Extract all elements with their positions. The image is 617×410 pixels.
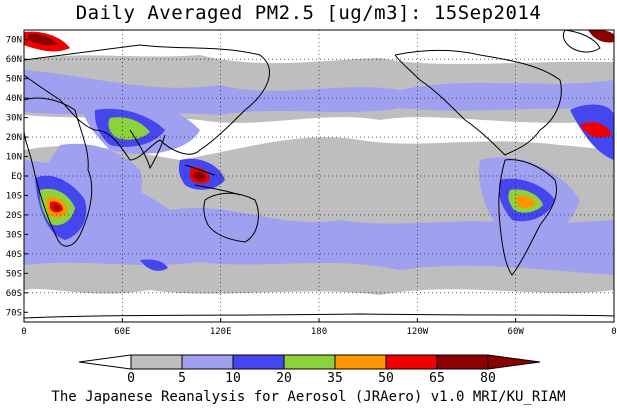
latitude-label: 70N <box>6 36 22 46</box>
latitude-labels: 70N 60N 50N 40N 30N 20N 10N EQ 10S 20S 30S 40S 50S 60… <box>6 36 28 318</box>
colorbar-swatch <box>232 354 285 370</box>
longitude-label: 60W <box>508 327 525 337</box>
longitude-label: 120E <box>210 327 232 337</box>
colorbar-swatch <box>181 354 234 370</box>
latitude-label: 60N <box>6 55 22 65</box>
colorbar-swatch <box>334 354 387 370</box>
colorbar-tick-label: 80 <box>480 371 496 386</box>
longitude-label: 60E <box>114 327 130 337</box>
pm25-field <box>24 30 614 319</box>
colorbar-over-triangle <box>487 354 541 370</box>
latitude-label: 40N <box>6 94 22 104</box>
colorbar-tick-label: 0 <box>127 371 135 386</box>
latitude-label: 20N <box>6 133 22 143</box>
longitude-label: 0 <box>611 327 616 337</box>
colorbar-tick-label: 35 <box>327 371 343 386</box>
latitude-label: 10S <box>6 191 22 201</box>
longitude-label: 180 <box>311 327 327 337</box>
colorbar-swatch <box>385 354 438 370</box>
pm25-band-10-20 <box>24 160 614 275</box>
latitude-label: 40S <box>6 250 22 260</box>
latitude-label: 20S <box>6 211 22 221</box>
colorbar-swatch <box>283 354 336 370</box>
latitude-label: 10N <box>6 153 22 163</box>
map-title: Daily Averaged PM2.5 [ug/m3]: 15Sep2014 <box>75 2 542 24</box>
coastlines <box>24 30 614 319</box>
colorbar-tick-label: 50 <box>378 371 394 386</box>
colorbar-tick-label: 10 <box>225 371 241 386</box>
latitude-label: 30S <box>6 230 22 240</box>
colorbar-tick-label: 5 <box>178 371 186 386</box>
latitude-label: 50S <box>6 269 22 279</box>
colorbar-tick-label: 65 <box>429 371 445 386</box>
colorbar-tick-labels: 0 5 10 20 35 50 65 80 <box>127 371 496 386</box>
latitude-label: 60S <box>6 289 22 299</box>
latitude-label: 50N <box>6 75 22 85</box>
colorbar-swatch <box>130 354 183 370</box>
latitude-label: 30N <box>6 114 22 124</box>
longitude-label: 120W <box>406 327 428 337</box>
longitude-labels: 0 60E 120E 180 120W 60W 0 <box>21 318 617 337</box>
latitude-label: EQ <box>11 172 22 182</box>
footer-credit: The Japanese Reanalysis for Aerosol (JRA… <box>51 389 566 405</box>
colorbar-tick-label: 20 <box>276 371 292 386</box>
graticule <box>24 30 614 322</box>
colorbar-swatch <box>436 354 489 370</box>
colorbar-under-triangle <box>78 354 132 370</box>
longitude-label: 0 <box>21 327 26 337</box>
latitude-label: 70S <box>6 308 22 318</box>
colorbar <box>78 354 541 370</box>
